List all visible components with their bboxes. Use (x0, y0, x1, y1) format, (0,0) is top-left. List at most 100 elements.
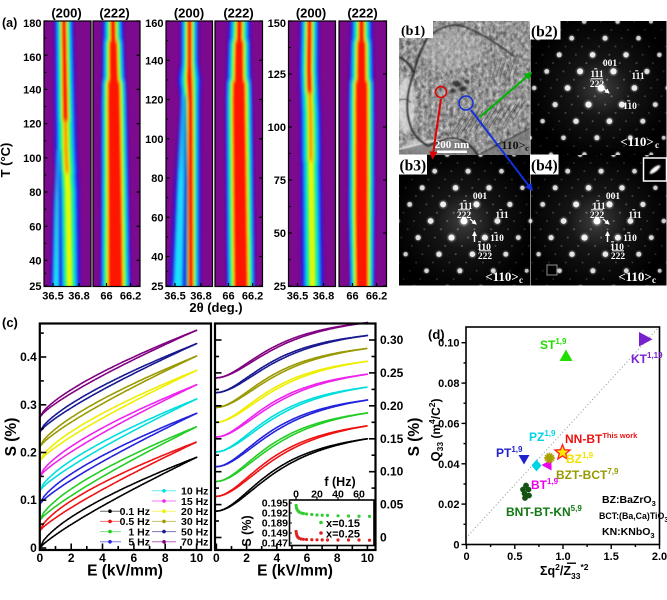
svg-text:8: 8 (162, 551, 169, 565)
svg-text:36.5: 36.5 (164, 291, 185, 303)
svg-text:222: 222 (590, 80, 605, 90)
svg-text:80: 80 (151, 173, 163, 185)
svg-text:S (%): S (%) (240, 515, 254, 546)
svg-text:0.4: 0.4 (20, 350, 37, 364)
svg-text:111: 111 (459, 202, 472, 212)
svg-text:20: 20 (311, 489, 323, 501)
svg-text:BZ1,9: BZ1,9 (566, 451, 594, 466)
svg-text:0: 0 (380, 531, 387, 545)
svg-text:100: 100 (268, 122, 286, 134)
svg-text:0: 0 (30, 541, 37, 555)
svg-text:66: 66 (222, 291, 234, 303)
svg-text:66.2: 66.2 (242, 291, 263, 303)
svg-text:125: 125 (268, 69, 286, 81)
svg-text:110: 110 (623, 102, 637, 112)
svg-text:60: 60 (151, 212, 163, 224)
svg-text:0.189: 0.189 (262, 518, 288, 530)
svg-text:110: 110 (623, 234, 637, 244)
svg-text:4: 4 (273, 551, 280, 565)
svg-text:BZ:BaZrO3: BZ:BaZrO3 (602, 494, 656, 508)
svg-text:x=0.25: x=0.25 (326, 529, 360, 541)
svg-text:111: 111 (590, 70, 603, 80)
svg-text:0.192: 0.192 (262, 508, 288, 520)
svg-text:2θ (deg.): 2θ (deg.) (189, 300, 242, 315)
svg-text:0.1: 0.1 (20, 493, 37, 507)
svg-text:0: 0 (463, 551, 469, 563)
svg-text:c: c (519, 275, 523, 285)
svg-text:200 nm: 200 nm (435, 139, 470, 151)
svg-text:36.8: 36.8 (68, 291, 89, 303)
svg-text:66.2: 66.2 (366, 291, 387, 303)
svg-text:20 Hz: 20 Hz (181, 506, 208, 518)
svg-text:(222): (222) (99, 6, 129, 21)
svg-text:001: 001 (606, 192, 621, 202)
svg-text:0.25: 0.25 (380, 366, 404, 380)
svg-text:0.20: 0.20 (380, 399, 404, 413)
svg-text:36.5: 36.5 (287, 291, 308, 303)
svg-text:KN:KNbO3: KN:KNbO3 (602, 526, 655, 540)
svg-text:30 Hz: 30 Hz (181, 516, 208, 528)
svg-text:10: 10 (190, 551, 204, 565)
svg-text:2: 2 (68, 551, 75, 565)
svg-text:0.2: 0.2 (20, 446, 37, 460)
svg-text:111: 111 (592, 202, 605, 212)
svg-text:KT1,19: KT1,19 (631, 351, 663, 366)
svg-text:0.147: 0.147 (262, 538, 288, 550)
svg-text:ST1,9: ST1,9 (540, 337, 567, 352)
svg-text:001: 001 (603, 59, 618, 69)
svg-text:(200): (200) (296, 6, 326, 21)
svg-text:25: 25 (29, 281, 41, 293)
svg-text:25: 25 (274, 281, 286, 293)
svg-text:2.0: 2.0 (652, 551, 667, 563)
svg-text:<110>: <110> (494, 138, 525, 152)
svg-text:0.30: 0.30 (380, 333, 404, 347)
svg-text:1.5: 1.5 (604, 551, 619, 563)
svg-text:0: 0 (36, 551, 43, 565)
svg-text:222: 222 (478, 252, 493, 262)
svg-text:0.05: 0.05 (380, 498, 404, 512)
svg-text:0.04: 0.04 (438, 459, 460, 471)
svg-text:0.10: 0.10 (438, 338, 459, 350)
svg-text:PZ1,9: PZ1,9 (529, 429, 556, 444)
svg-text:140: 140 (23, 84, 41, 96)
svg-text:111: 111 (628, 211, 641, 221)
svg-text:0.1 Hz: 0.1 Hz (120, 506, 150, 518)
svg-text:10 Hz: 10 Hz (181, 486, 208, 498)
svg-text:BT1,9: BT1,9 (531, 477, 559, 492)
svg-text:0.5: 0.5 (507, 551, 522, 563)
svg-text:120: 120 (145, 95, 163, 107)
svg-text:(b4): (b4) (531, 158, 558, 175)
svg-text:25: 25 (151, 281, 163, 293)
svg-text:BNT-BT-KN5,9: BNT-BT-KN5,9 (506, 504, 582, 519)
svg-text:4: 4 (99, 551, 106, 565)
svg-text:0.149: 0.149 (262, 528, 288, 540)
svg-text:110: 110 (477, 243, 491, 253)
svg-text:150: 150 (268, 18, 286, 30)
svg-text:10: 10 (361, 551, 375, 565)
svg-text:222: 222 (611, 252, 626, 262)
svg-text:0.15: 0.15 (380, 432, 404, 446)
svg-text:160: 160 (145, 18, 163, 30)
svg-text:110: 110 (490, 234, 504, 244)
svg-text:0.3: 0.3 (20, 398, 37, 412)
svg-text:80: 80 (29, 187, 41, 199)
svg-text:<110>: <110> (618, 269, 652, 284)
svg-text:0.06: 0.06 (438, 418, 459, 430)
svg-text:c: c (655, 140, 659, 150)
svg-text:40: 40 (332, 489, 344, 501)
svg-text:66: 66 (100, 291, 112, 303)
svg-text:NN-BTThis work: NN-BTThis work (565, 431, 638, 446)
svg-text:111: 111 (495, 211, 508, 221)
svg-text:E (kV/mm): E (kV/mm) (87, 563, 163, 580)
svg-text:(b1): (b1) (401, 24, 425, 39)
svg-text:70 Hz: 70 Hz (181, 537, 208, 549)
svg-text:0: 0 (293, 489, 299, 501)
svg-text:0.08: 0.08 (438, 378, 459, 390)
svg-text:5 Hz: 5 Hz (128, 537, 150, 549)
svg-text:15 Hz: 15 Hz (181, 496, 208, 508)
svg-text:(b3): (b3) (400, 158, 427, 175)
svg-text:001: 001 (473, 192, 488, 202)
svg-text:Σq2/Z33*2: Σq2/Z33*2 (540, 562, 589, 581)
svg-text:(b2): (b2) (531, 24, 558, 41)
svg-text:180: 180 (23, 18, 41, 30)
